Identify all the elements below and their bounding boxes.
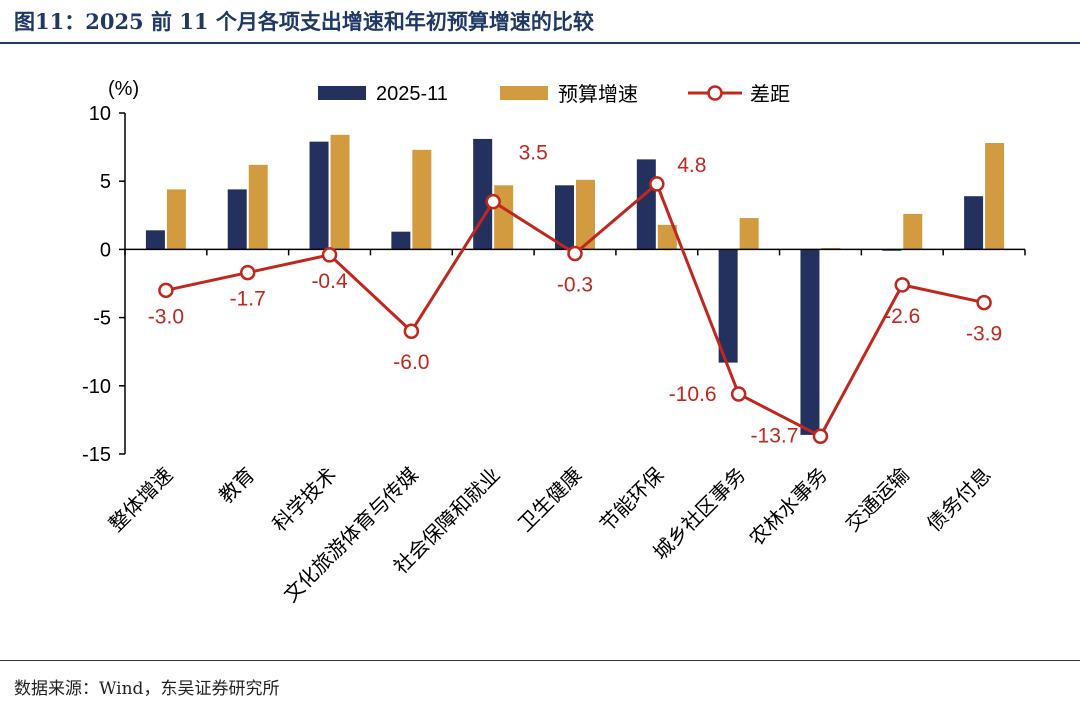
gap-data-label: -0.4 [311,270,348,293]
legend-marker-gap [707,85,723,101]
gap-data-label: -13.7 [751,424,799,447]
gap-data-label: 3.5 [519,142,548,165]
x-tick-label: 债务付息 [923,463,996,536]
bar-budget-growth [412,149,432,250]
gap-marker [321,247,338,263]
bar-budget-growth [576,179,595,250]
x-tick-label: 农林水事务 [745,463,832,550]
gap-data-label: -1.7 [230,288,266,311]
gap-marker [812,428,829,445]
gap-marker [485,193,501,210]
gap-marker [403,323,420,339]
chart-title: 图11：2025 前 11 个月各项支出增速和年初预算增速的比较 [14,9,594,34]
y-tick-label: 0 [100,239,111,261]
x-tick-label: 科学技术 [268,463,341,536]
gap-marker [567,245,583,262]
gap-marker [158,282,174,299]
legend-label-budget: 预算增速 [558,83,638,106]
gap-data-label: -3.0 [148,305,184,328]
legend-swatch-2025-11 [318,86,366,100]
bar-2025-11 [555,185,574,250]
gap-data-label: -2.6 [884,305,920,328]
bar-2025-11 [800,249,820,435]
gap-data-label: -3.9 [966,323,1002,346]
bar-budget-growth [494,185,514,250]
bar-budget-growth [903,213,923,250]
bar-budget-growth [330,134,350,250]
gap-marker [730,386,747,402]
source-note: 数据来源：Wind，东吴证券研究所 [14,679,280,699]
x-tick-label: 交通运输 [841,463,914,536]
y-unit-label: (%) [108,78,139,100]
gap-data-label: -0.3 [557,273,593,296]
bar-budget-growth [985,143,1005,250]
bar-2025-11 [391,231,411,250]
source-divider [0,660,1080,661]
gap-line [165,181,985,439]
bar-2025-11 [473,138,493,250]
title-divider [0,42,1080,44]
y-tick-label: 5 [100,171,111,193]
gap-data-label: -6.0 [393,351,429,374]
y-tick-label: 10 [89,103,111,125]
bar-budget-growth [657,224,677,250]
bar-2025-11 [145,230,165,250]
gap-data-label: -10.6 [669,383,717,406]
x-tick-label: 教育 [215,463,260,508]
bar-budget-growth [248,164,268,250]
bar-2025-11 [718,249,738,363]
gap-marker [649,176,665,192]
gap-marker [239,264,256,281]
y-tick-label: -10 [82,376,111,398]
bar-2025-11 [964,196,984,250]
bar-budget-growth [739,218,759,250]
gap-marker [976,294,992,311]
x-tick-label: 整体增速 [105,463,178,536]
x-tick-label: 卫生健康 [514,463,587,536]
gap-marker [894,277,911,293]
y-tick-label: -15 [82,444,111,466]
bar-2025-11 [309,141,329,250]
legend-swatch-budget [500,86,548,100]
bar-2025-11 [227,189,247,250]
gap-data-label: 4.8 [677,154,706,177]
legend-label-2025-11: 2025-11 [376,83,448,105]
legend-label-gap: 差距 [750,83,790,106]
x-tick-label: 节能环保 [596,463,669,536]
x-tick-label: 文化旅游体育与传媒 [279,463,423,607]
bar-2025-11 [636,159,656,250]
y-tick-label: -5 [93,308,111,330]
bar-budget-growth [166,189,186,250]
